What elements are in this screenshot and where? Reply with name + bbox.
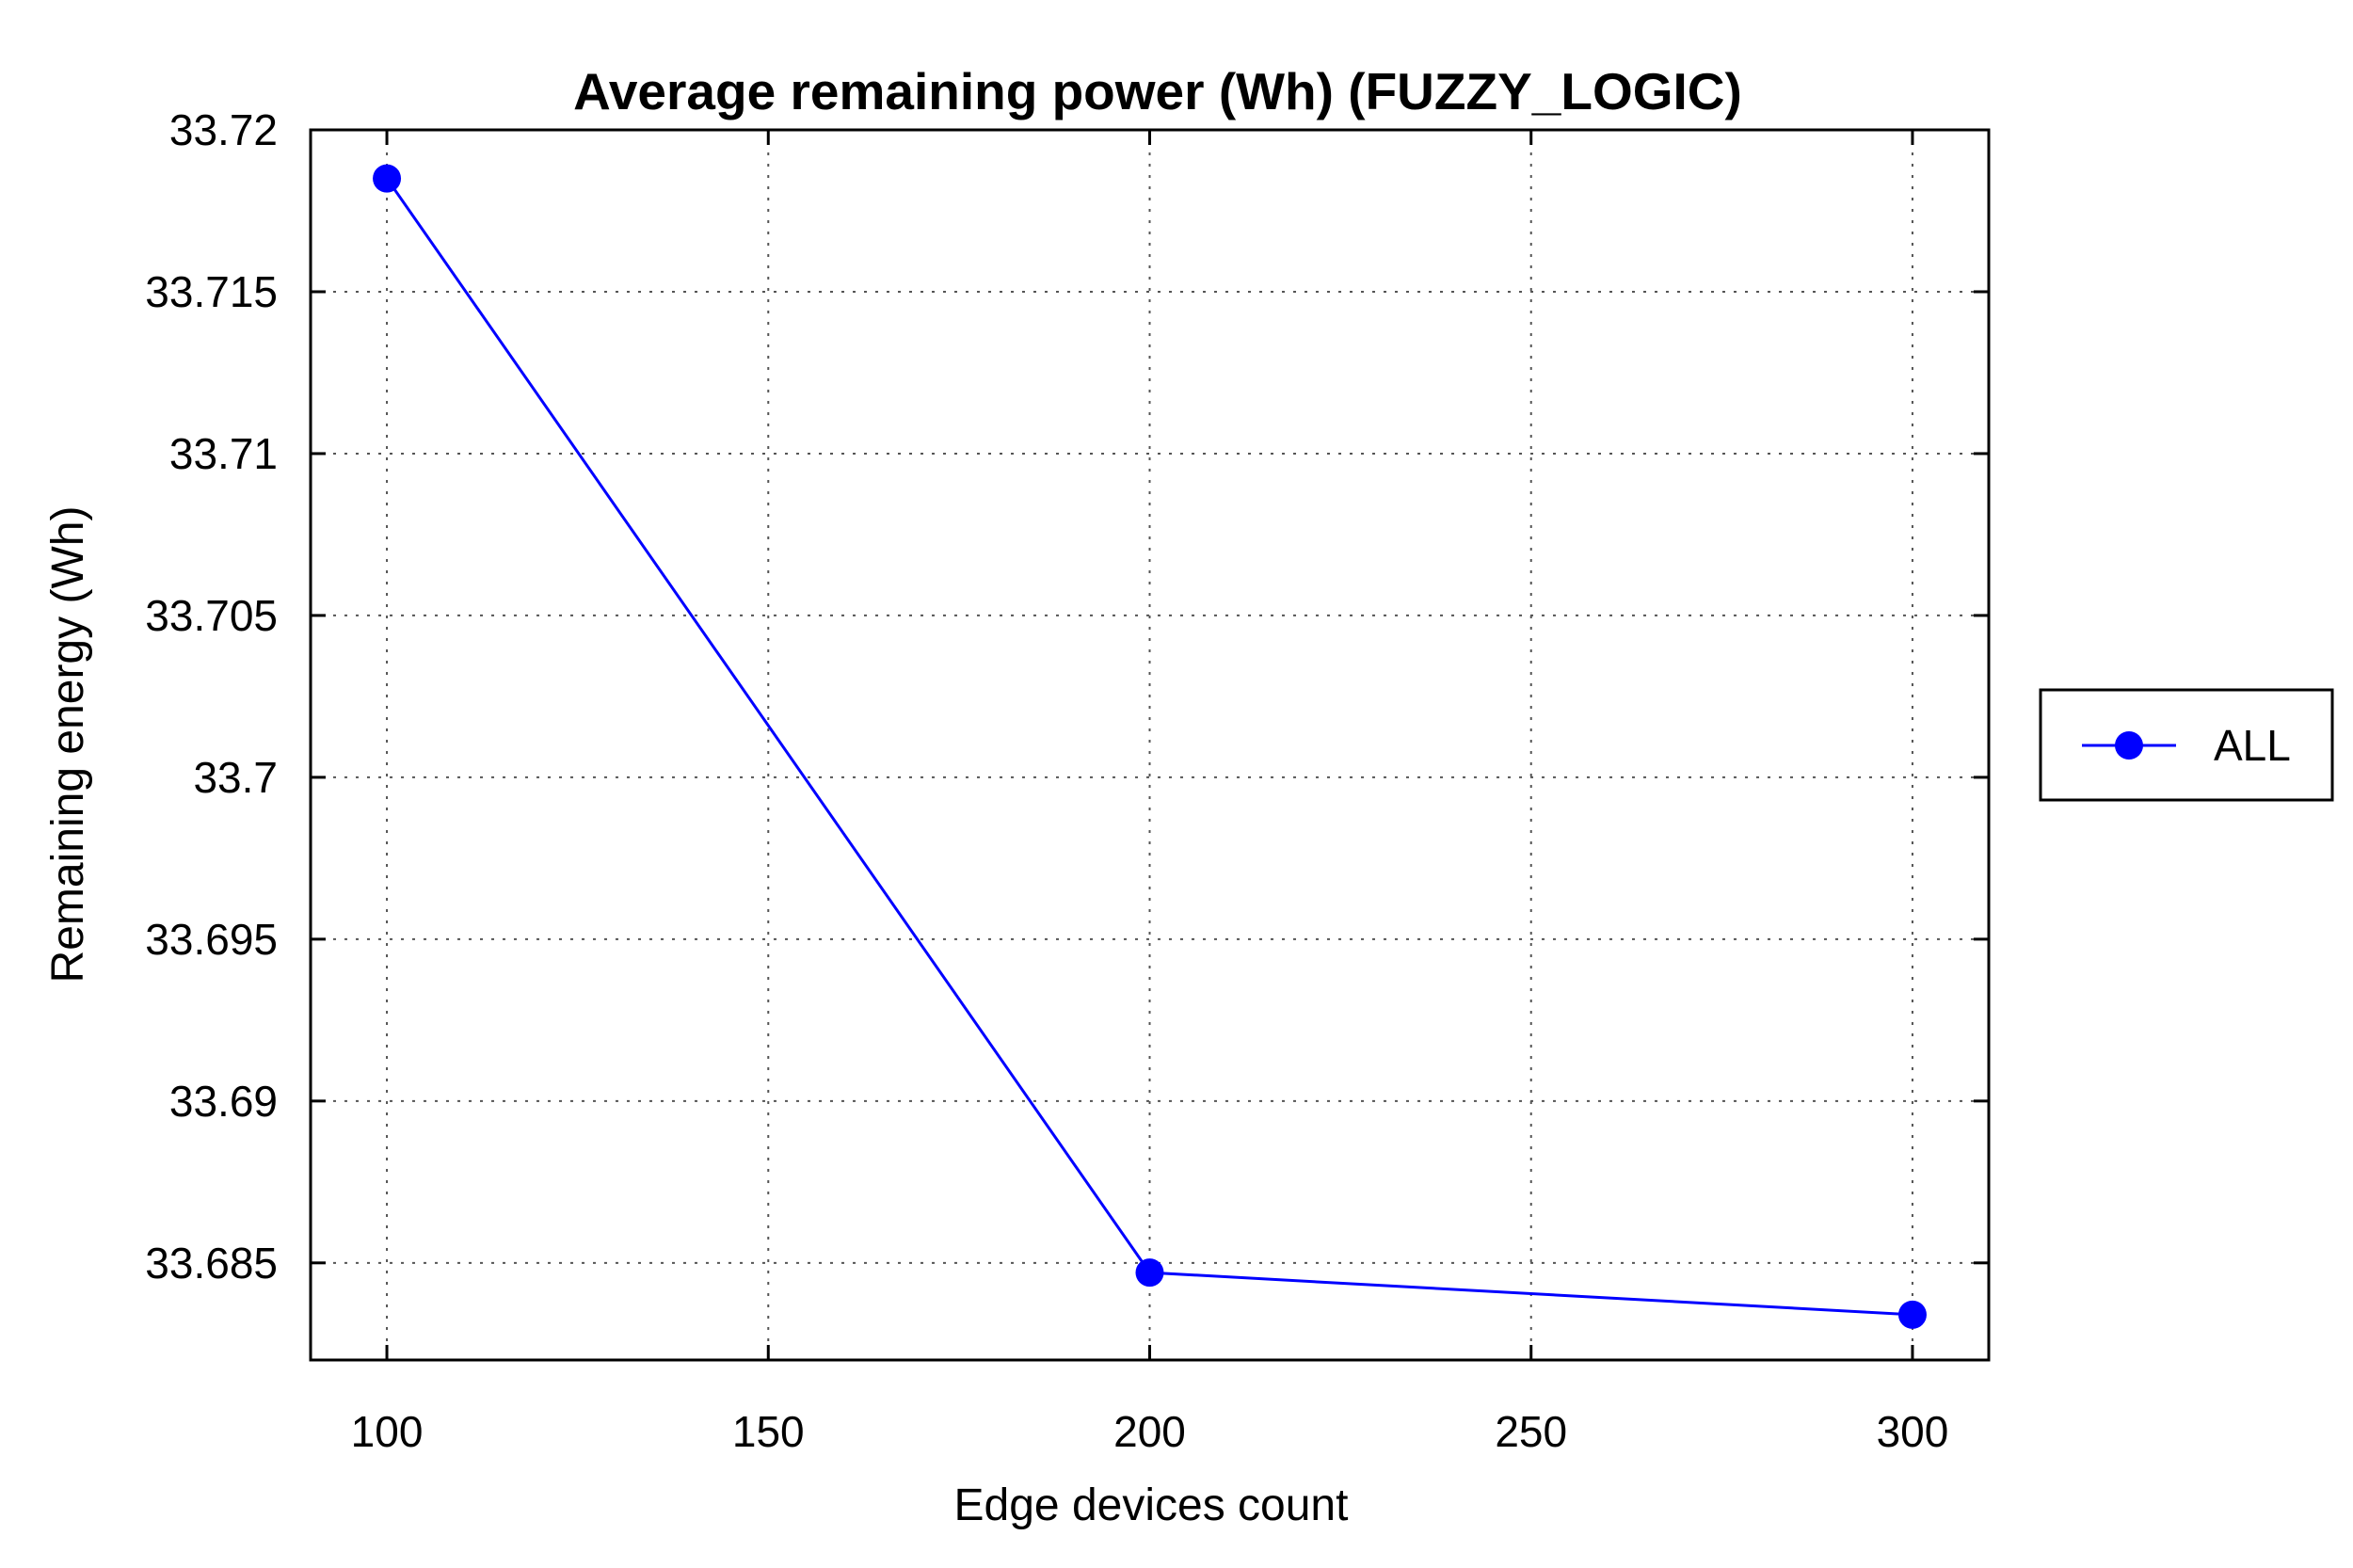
y-tick-label: 33.705: [145, 591, 278, 640]
series-layer: [373, 164, 1927, 1329]
y-tick-label: 33.7: [193, 753, 278, 802]
y-tick-label: 33.685: [145, 1239, 278, 1288]
x-tick-label: 100: [351, 1407, 424, 1456]
legend-marker-all: [2115, 731, 2143, 760]
x-tick-label: 300: [1877, 1407, 1949, 1456]
y-tick-label: 33.72: [169, 105, 278, 154]
x-axis-label: Edge devices count: [954, 1480, 1349, 1530]
data-point: [1897, 1300, 1927, 1329]
x-tick-label: 150: [732, 1407, 805, 1456]
data-point: [1135, 1258, 1164, 1288]
data-point: [373, 164, 402, 193]
y-tick-label: 33.69: [169, 1077, 278, 1126]
legend: ALL: [2039, 688, 2334, 802]
grid-lines: [311, 129, 1989, 1360]
axis-ticks: 100 150 200 250 300 33.685 33.69 33.695 33.7 33.7…: [145, 105, 1989, 1456]
y-tick-label: 33.695: [145, 915, 278, 964]
y-tick-label: 33.71: [169, 429, 278, 478]
plot-area-frame: [309, 128, 1991, 1362]
y-axis-label: Remaining energy (Wh): [43, 506, 93, 984]
x-tick-label: 200: [1113, 1407, 1186, 1456]
legend-label-all: ALL: [2214, 721, 2291, 770]
chart-title: Average remaining power (Wh) (FUZZY_LOGI…: [573, 62, 1742, 120]
y-tick-label: 33.715: [145, 267, 278, 316]
x-tick-label: 250: [1495, 1407, 1567, 1456]
